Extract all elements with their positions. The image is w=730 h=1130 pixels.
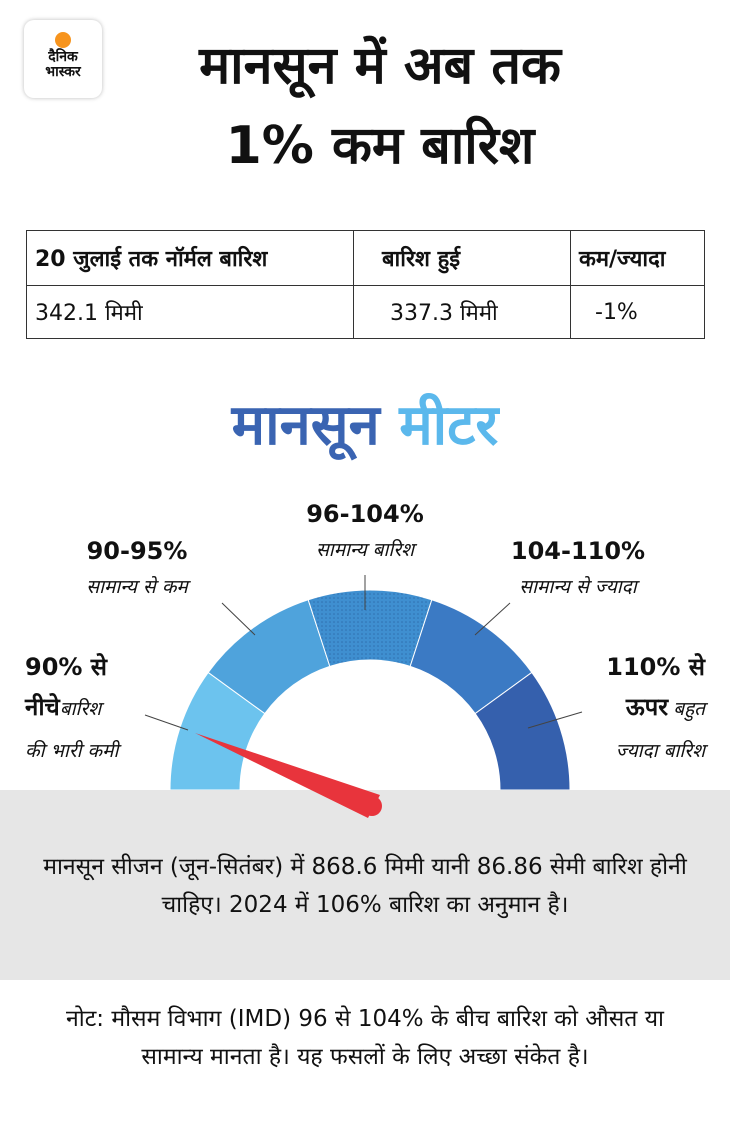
segment-range: 90-95% xyxy=(86,537,188,565)
meter-title-part: मानसून xyxy=(231,393,380,458)
note-text: नोट: मौसम विभाग (IMD) 96 से 104% के बीच … xyxy=(65,1006,665,1070)
segment-desc: सामान्य से ज्यादा xyxy=(519,576,637,598)
title: मानसून में अब तक xyxy=(199,36,561,96)
meter-title-part: मीटर xyxy=(399,393,499,458)
forecast-text: मानसून सीजन (जून-सितंबर) में 868.6 मिमी … xyxy=(43,854,687,918)
segment-range: ऊपर xyxy=(625,693,669,721)
table-cell: -1% xyxy=(570,285,705,339)
segment-range: 96-104% xyxy=(306,500,424,528)
segment-label: ऊपर बहुत xyxy=(626,690,705,723)
segment-desc: बारिश xyxy=(59,698,102,720)
segment-range: नीचे xyxy=(25,693,60,721)
segment-range: 110% से xyxy=(606,653,705,681)
segment-desc: बहुत xyxy=(673,698,705,720)
logo: दैनिक भास्कर xyxy=(24,20,102,98)
leader-lines xyxy=(144,575,583,731)
table-header: 20 जुलाई तक नॉर्मल बारिश xyxy=(26,230,354,286)
rain-table: 20 जुलाई तक नॉर्मल बारिश बारिश हुई कम/ज्या… xyxy=(26,230,705,339)
table-header: बारिश हुई xyxy=(353,230,571,286)
table-header: कम/ज्यादा xyxy=(570,230,705,286)
table-cell: 337.3 मिमी xyxy=(353,285,571,339)
segment-range: 104-110% xyxy=(510,537,646,565)
segment-desc: सामान्य से कम xyxy=(86,576,188,598)
segment-desc: सामान्य बारिश xyxy=(315,539,415,561)
forecast-box xyxy=(0,790,730,980)
meter-title: मानसून मीटर xyxy=(0,385,730,461)
logo-line: भास्कर xyxy=(45,64,81,80)
segment-range: 90% से xyxy=(25,653,108,681)
segment-label: नीचेबारिश xyxy=(25,690,101,723)
segment-desc: की भारी कमी xyxy=(25,740,119,762)
table-cell: 342.1 मिमी xyxy=(26,285,354,339)
segment-desc: ज्यादा बारिश xyxy=(615,740,705,762)
title: 1% कम बारिश xyxy=(225,116,535,176)
needle xyxy=(195,733,382,818)
logo-line: दैनिक xyxy=(48,49,78,65)
